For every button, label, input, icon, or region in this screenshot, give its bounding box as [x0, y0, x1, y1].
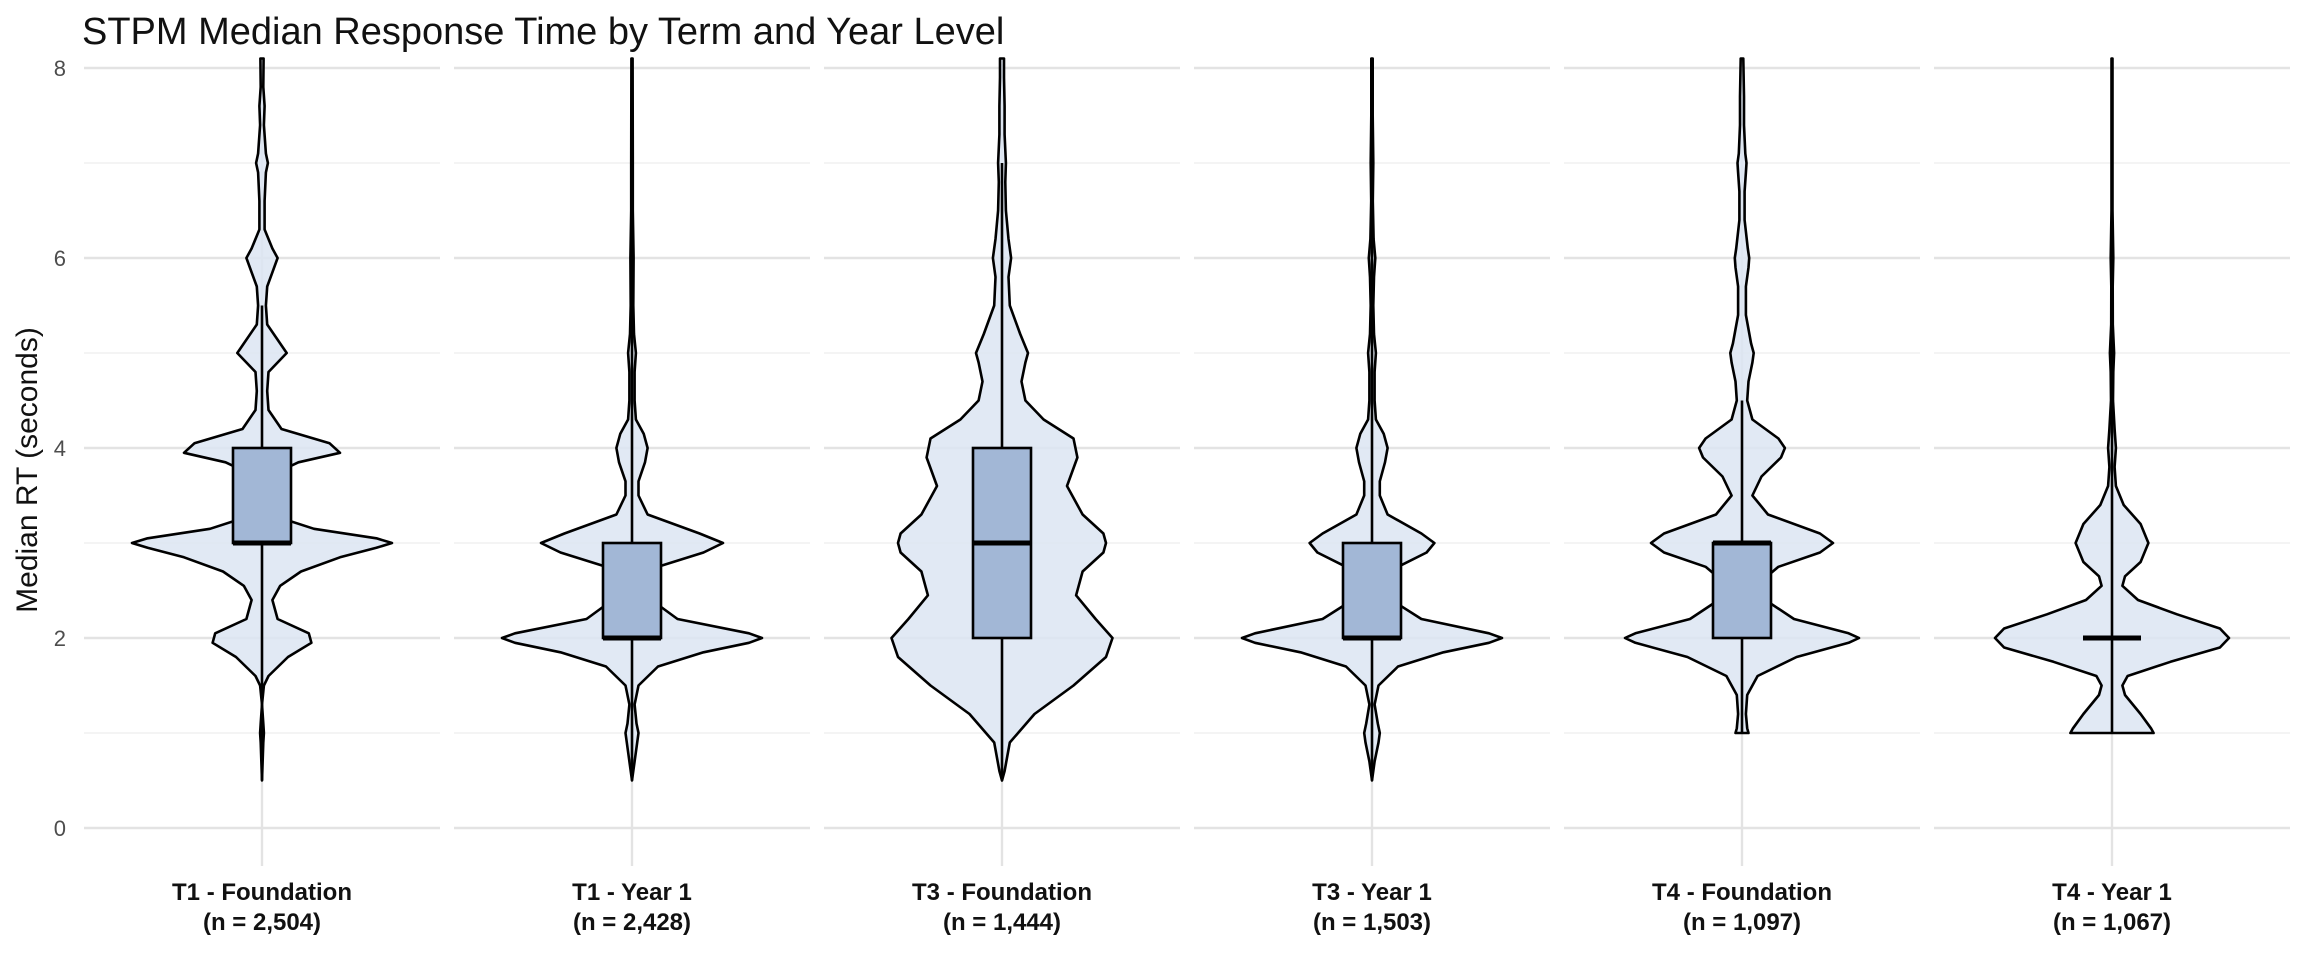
x-tick-label: T3 - Foundation: [912, 879, 1092, 906]
y-tick-label: 8: [54, 56, 66, 81]
violin-groups: [130, 57, 2231, 782]
x-tick-label: T3 - Year 1: [1312, 879, 1432, 906]
y-tick-label: 6: [54, 246, 66, 271]
box-iqr: [1711, 541, 1773, 640]
box-iqr: [1341, 541, 1403, 640]
x-tick-label: T1 - Year 1: [572, 879, 692, 906]
x-tick-n-label: (n = 1,503): [1313, 909, 1431, 936]
y-tick-label: 4: [54, 436, 66, 461]
x-tick-n-label: (n = 1,444): [943, 909, 1061, 936]
y-tick-label: 2: [54, 626, 66, 651]
chart-title: STPM Median Response Time by Term and Ye…: [82, 11, 1004, 53]
y-tick-label: 0: [54, 816, 66, 841]
box-iqr: [231, 446, 293, 545]
x-axis-ticks: T1 - Foundation (n = 2,504) T1 - Year 1 (n …: [172, 879, 2172, 936]
x-tick-n-label: (n = 1,097): [1683, 909, 1801, 936]
y-axis-label: Median RT (seconds): [11, 327, 44, 613]
x-tick-n-label: (n = 1,067): [2053, 909, 2171, 936]
violin-shape: [1623, 57, 1861, 735]
grid: [84, 64, 2290, 866]
x-tick-n-label: (n = 2,504): [203, 909, 321, 936]
x-tick-label: T4 - Year 1: [2052, 879, 2172, 906]
y-axis-ticks: 0 2 4 6 8: [54, 56, 66, 841]
box-iqr: [601, 541, 663, 640]
x-tick-n-label: (n = 2,428): [573, 909, 691, 936]
x-tick-label: T4 - Foundation: [1652, 879, 1832, 906]
x-tick-label: T1 - Foundation: [172, 879, 352, 906]
